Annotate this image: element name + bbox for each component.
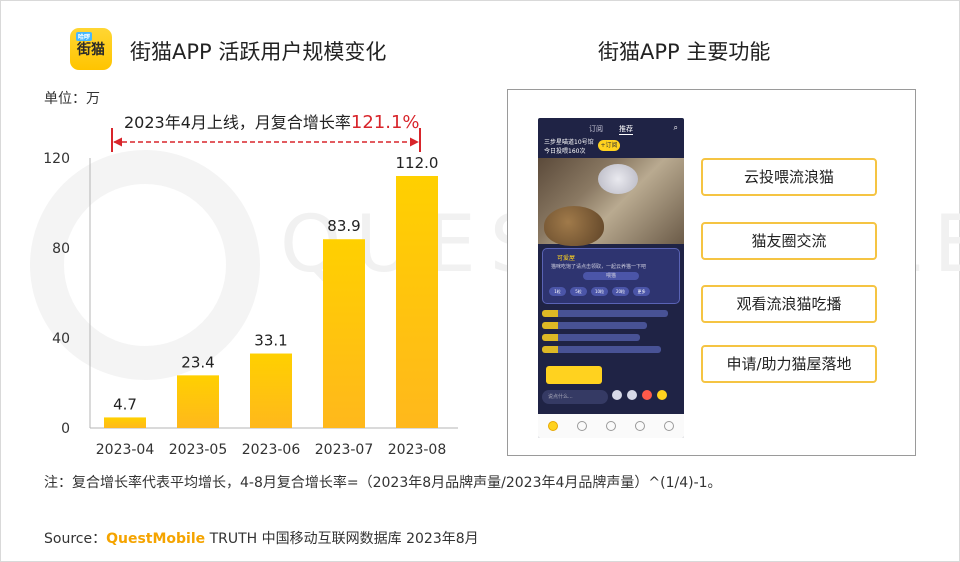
x-tick-label: 2023-08 <box>388 442 447 458</box>
bar-2023-08 <box>396 176 438 428</box>
phone-chips: 1粒 5粒 10粒 20粒 更多 <box>549 287 650 296</box>
share-icon[interactable] <box>612 390 622 400</box>
phone-chip[interactable]: 5粒 <box>570 287 587 296</box>
bar-value-label: 33.1 <box>254 332 287 350</box>
chart-title: 街猫APP 活跃用户规模变化 <box>130 40 387 64</box>
x-tick-label: 2023-05 <box>169 442 228 458</box>
y-tick-label: 120 <box>43 151 70 167</box>
profile-icon[interactable] <box>664 421 675 431</box>
phone-live-video[interactable] <box>538 158 684 246</box>
phone-chip[interactable]: 10粒 <box>591 287 608 296</box>
phone-follow-button[interactable]: +订阅 <box>598 140 620 151</box>
source-brand: QuestMobile <box>106 531 206 547</box>
logo-text: 街猫 <box>77 42 105 58</box>
unit-label: 单位：万 <box>44 91 100 107</box>
community-icon[interactable] <box>605 421 616 431</box>
app-screenshot: 订阅 推荐 ⌕ 三步星喵道10号馆 今日投喂160次 +订阅 可爱屋 猫咪吃饱了… <box>538 118 684 438</box>
chat-line <box>542 346 661 353</box>
x-tick-label: 2023-04 <box>96 442 155 458</box>
gift-icon[interactable] <box>627 390 637 400</box>
bar-2023-04 <box>104 417 146 428</box>
bar-2023-07 <box>323 239 365 428</box>
phone-room-sub: 今日投喂160次 <box>544 148 586 155</box>
y-tick-label: 80 <box>52 241 70 257</box>
source-prefix: Source： <box>44 531 107 547</box>
phone-tab-subscribe[interactable]: 订阅 <box>589 125 603 133</box>
footnote: 注：复合增长率代表平均增长，4-8月复合增长率=（2023年8月品牌声量/202… <box>44 475 722 491</box>
home-icon[interactable] <box>547 421 558 431</box>
heart-icon[interactable] <box>642 390 652 400</box>
cat-image <box>544 206 604 246</box>
phone-feed-button[interactable]: 喂猫 <box>583 272 639 280</box>
x-tick-label: 2023-06 <box>242 442 301 458</box>
map-icon[interactable] <box>635 421 646 431</box>
phone-chat-list <box>542 310 682 358</box>
features-title: 街猫APP 主要功能 <box>598 40 771 64</box>
growth-rate-highlight: 121.1% <box>350 112 420 133</box>
phone-room-info: 三步星喵道10号馆 今日投喂160次 <box>544 138 594 156</box>
phone-chat-input[interactable]: 说点什么... <box>542 390 608 404</box>
phone-tab-recommend[interactable]: 推荐 <box>619 124 633 135</box>
bar-value-label: 23.4 <box>181 353 214 371</box>
phone-bottom-nav <box>538 414 684 438</box>
x-tick-label: 2023-07 <box>315 442 374 458</box>
chat-line <box>542 334 640 341</box>
feed-icon[interactable] <box>657 390 667 400</box>
y-tick-label: 40 <box>52 331 70 347</box>
app-logo-icon: 哈啰 街猫 <box>70 28 112 70</box>
phone-actions <box>612 390 667 400</box>
phone-chip[interactable]: 1粒 <box>549 287 566 296</box>
phone-room-name: 三步星喵道10号馆 <box>544 139 594 146</box>
y-tick-label: 0 <box>61 421 70 437</box>
phone-feed-card: 可爱屋 猫咪吃饱了请点击领取，一起云养猫一下吧 喂猫 1粒 5粒 10粒 20粒… <box>542 248 680 304</box>
chat-icon[interactable] <box>576 421 587 431</box>
feeder-bowl <box>598 164 638 194</box>
feature-item: 申请/助力猫屋落地 <box>701 345 877 383</box>
phone-chip[interactable]: 20粒 <box>612 287 629 296</box>
source-line: Source：QuestMobile TRUTH 中国移动互联网数据库 2023… <box>44 528 479 548</box>
source-rest: TRUTH 中国移动互联网数据库 2023年8月 <box>205 531 479 547</box>
bar-value-label: 112.0 <box>396 154 439 172</box>
phone-tip-bubble <box>546 366 602 384</box>
feature-item: 猫友圈交流 <box>701 222 877 260</box>
logo-badge: 哈啰 <box>76 32 93 41</box>
search-icon[interactable]: ⌕ <box>673 123 678 132</box>
bar-2023-05 <box>177 375 219 428</box>
feature-item: 观看流浪猫吃播 <box>701 285 877 323</box>
phone-chip[interactable]: 更多 <box>633 287 650 296</box>
growth-annotation: 2023年4月上线，月复合增长率121.1% <box>124 109 420 133</box>
phone-tabs: 订阅 推荐 <box>538 118 684 140</box>
feature-item: 云投喂流浪猫 <box>701 158 877 196</box>
chat-line <box>542 310 668 317</box>
bar-2023-06 <box>250 353 292 428</box>
bar-value-label: 83.9 <box>327 217 360 235</box>
chat-line <box>542 322 647 329</box>
phone-card-title: 可爱屋 <box>557 255 576 262</box>
growth-annotation-text: 2023年4月上线，月复合增长率 <box>124 113 351 132</box>
bar-value-label: 4.7 <box>113 395 137 413</box>
phone-card-sub: 猫咪吃饱了请点击领取，一起云养猫一下吧 <box>551 264 647 270</box>
